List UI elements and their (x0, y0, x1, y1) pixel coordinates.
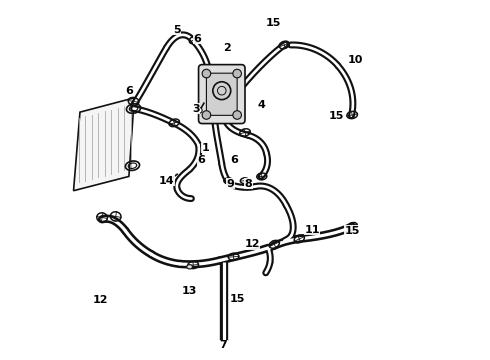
Text: 6: 6 (230, 156, 238, 165)
Text: 15: 15 (328, 111, 344, 121)
Text: 9: 9 (227, 179, 235, 189)
Text: 15: 15 (344, 226, 360, 236)
Text: 4: 4 (257, 100, 265, 110)
Text: 12: 12 (245, 239, 260, 249)
Text: 3: 3 (192, 104, 199, 113)
Text: 14: 14 (159, 176, 174, 186)
Text: 2: 2 (223, 43, 231, 53)
Circle shape (202, 111, 211, 119)
Polygon shape (74, 98, 134, 191)
Text: 11: 11 (304, 225, 320, 235)
Text: 6: 6 (197, 156, 205, 165)
Text: 12: 12 (93, 295, 108, 305)
Circle shape (233, 111, 242, 119)
Text: 10: 10 (348, 55, 364, 65)
Text: 5: 5 (173, 25, 181, 35)
FancyBboxPatch shape (198, 64, 245, 123)
Text: 8: 8 (245, 179, 252, 189)
Circle shape (233, 69, 242, 78)
Ellipse shape (187, 265, 193, 269)
Text: 1: 1 (202, 143, 210, 153)
Circle shape (168, 177, 173, 182)
FancyBboxPatch shape (206, 73, 237, 115)
Text: 13: 13 (182, 286, 197, 296)
Text: 7: 7 (220, 340, 227, 350)
Circle shape (196, 108, 202, 113)
Circle shape (202, 69, 211, 78)
Text: 6: 6 (193, 34, 201, 44)
Text: 15: 15 (230, 294, 245, 303)
Text: 15: 15 (266, 18, 281, 28)
Text: 6: 6 (125, 86, 133, 96)
